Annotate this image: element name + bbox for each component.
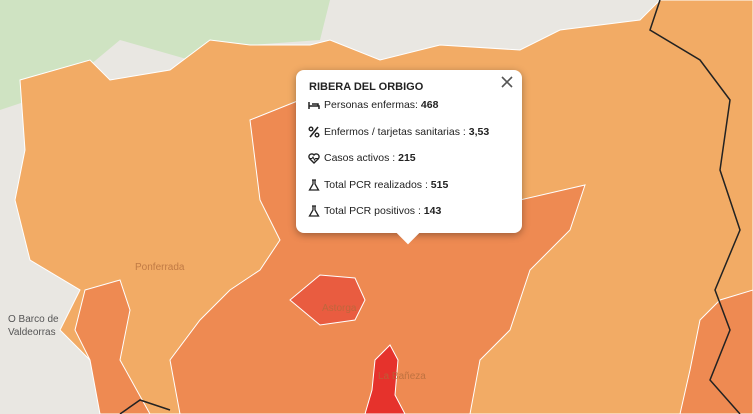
row-label: Personas enfermas: (324, 99, 421, 111)
row-icon (308, 126, 320, 137)
row-value: 143 (423, 205, 442, 217)
row-value: 515 (430, 178, 449, 191)
row-label: Casos activos : (324, 152, 399, 164)
city-label: Ponferrada (135, 262, 185, 273)
city-label: La Bañeza (378, 371, 426, 382)
popup-row: Casos activos : 215 (308, 152, 416, 164)
row-label: Enfermos / tarjetas sanitarias : (324, 125, 469, 138)
row-value: 468 (420, 99, 439, 111)
popup-row: Total PCR positivos : 143 (308, 205, 441, 217)
row-value: 215 (398, 152, 416, 164)
row-icon (308, 205, 320, 217)
row-label: Total PCR realizados : (324, 178, 431, 191)
popup-title: RIBERA DEL ORBIGO (309, 81, 424, 93)
row-value: 3,53 (468, 125, 490, 138)
row-icon (308, 178, 320, 191)
row-icon (308, 153, 320, 164)
row-label: Total PCR positivos : (324, 205, 424, 217)
city-label: Valdeorras (8, 327, 56, 338)
city-label: O Barco de (8, 314, 59, 325)
popup: RIBERA DEL ORBIGO Personas enfermas: 468… (296, 70, 522, 245)
city-label: Astorga (322, 303, 357, 314)
close-button[interactable] (500, 75, 514, 89)
popup-row: Total PCR realizados : 515 (308, 179, 448, 191)
popup-row: Enfermos / tarjetas sanitarias : 3,53 (308, 126, 489, 138)
row-icon (308, 102, 320, 109)
popup-row: Personas enfermas: 468 (308, 99, 438, 111)
